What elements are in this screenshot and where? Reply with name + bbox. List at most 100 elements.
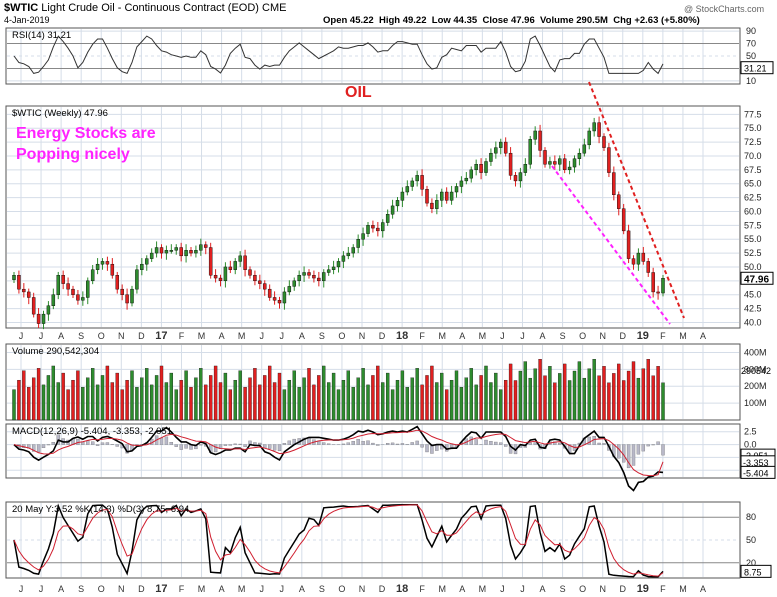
candle-body — [366, 225, 370, 234]
month-tick-label: J — [520, 584, 525, 594]
volume-bar — [179, 379, 183, 421]
candle-body — [518, 172, 523, 182]
macd-histogram-bar — [86, 440, 90, 445]
volume-bar — [425, 375, 429, 421]
month-tick-label: M — [679, 584, 687, 594]
candle-body — [336, 261, 341, 268]
candle-body — [159, 247, 164, 254]
macd-histogram-bar — [587, 436, 591, 445]
candle-body — [631, 258, 636, 265]
price-tick-label: 40.0 — [744, 317, 762, 327]
month-tick-label: F — [179, 584, 185, 594]
month-tick-label: J — [39, 331, 44, 341]
macd-histogram-bar — [184, 444, 188, 449]
volume-bar — [415, 368, 419, 421]
macd-histogram-bar — [258, 442, 262, 445]
volume-bar — [263, 375, 267, 421]
month-tick-label: S — [560, 584, 566, 594]
month-tick-label: D — [620, 331, 627, 341]
month-tick-label: A — [299, 331, 305, 341]
exchange: CME — [262, 2, 287, 14]
volume-bar — [169, 372, 174, 421]
volume-bar — [577, 361, 582, 421]
month-tick-label: O — [579, 584, 586, 594]
candle-body — [258, 280, 262, 284]
candle-body — [410, 180, 414, 187]
month-tick-label: F — [419, 331, 425, 341]
month-tick-label: 18 — [396, 583, 408, 595]
candle-body — [341, 255, 346, 262]
volume-bar — [454, 370, 459, 421]
month-tick-label: D — [379, 584, 386, 594]
rsi-value: 31.21 — [744, 64, 767, 74]
month-tick-label: M — [679, 331, 687, 341]
candle-body — [435, 200, 439, 209]
month-tick-label: O — [579, 331, 586, 341]
macd-histogram-bar — [76, 438, 80, 445]
candle-body — [567, 166, 572, 171]
volume-bar — [204, 384, 208, 421]
month-tick-label: J — [500, 331, 505, 341]
candle-body — [508, 152, 513, 176]
candle-body — [612, 172, 616, 196]
candle-body — [400, 191, 405, 201]
candle-body — [538, 130, 542, 151]
volume-bar — [189, 387, 193, 421]
month-tick-label: N — [118, 331, 125, 341]
candle-body — [125, 294, 129, 304]
volume-bar — [61, 372, 65, 421]
candle-body — [484, 161, 488, 173]
candle-body — [621, 208, 626, 232]
macd-histogram-bar — [228, 444, 233, 446]
stoch-k-badge — [740, 564, 772, 578]
price-tick-label: 65.0 — [744, 179, 762, 189]
chart-date: 4-Jan-2019 — [4, 15, 50, 25]
volume-bar — [115, 372, 119, 421]
volume-bar — [617, 363, 621, 421]
volume-bar — [312, 384, 316, 421]
candle-body — [169, 250, 174, 252]
volume-bar — [336, 389, 341, 421]
month-tick-label: J — [19, 584, 24, 594]
candle-body — [282, 291, 287, 304]
month-tick-label: M — [479, 584, 487, 594]
volume-bar — [145, 368, 149, 421]
last-price-badge — [740, 271, 774, 285]
month-tick-label: S — [319, 584, 325, 594]
month-tick-label: A — [700, 331, 706, 341]
candle-body — [464, 177, 469, 182]
candle-body — [238, 255, 242, 262]
candle-body — [154, 247, 159, 254]
volume-bar — [154, 375, 159, 421]
month-tick-label: O — [338, 331, 345, 341]
volume-bar — [602, 366, 606, 421]
volume-bar — [518, 370, 523, 421]
volume-bar — [646, 359, 650, 421]
month-tick-label: D — [138, 331, 145, 341]
macd-histogram-bar — [302, 437, 306, 445]
month-tick-label: A — [459, 331, 465, 341]
month-tick-label: J — [19, 331, 24, 341]
volume-bar — [376, 365, 380, 421]
volume-bar — [405, 387, 410, 421]
candle-body — [27, 291, 31, 298]
volume-bar — [238, 370, 242, 421]
volume-bar — [341, 379, 346, 421]
month-tick-label: N — [599, 584, 606, 594]
stoch-k-line — [13, 503, 664, 578]
macd-panel-label: MACD(12,26,9) -5.404, -3.353, -2.051 — [12, 426, 172, 437]
candle-body — [204, 244, 208, 248]
month-tick-label: M — [438, 584, 446, 594]
rsi-value-badge — [740, 61, 774, 75]
month-tick-label: D — [138, 584, 145, 594]
macd-histogram-bar — [159, 437, 164, 445]
macd-histogram-bar — [179, 444, 183, 450]
candle-body — [36, 313, 41, 324]
candle-body — [651, 272, 655, 293]
candle-body — [661, 278, 665, 294]
macd-histogram-bar — [174, 444, 178, 447]
volume-bar — [243, 387, 247, 421]
volume-bar — [381, 382, 385, 421]
volume-bar — [302, 377, 306, 421]
